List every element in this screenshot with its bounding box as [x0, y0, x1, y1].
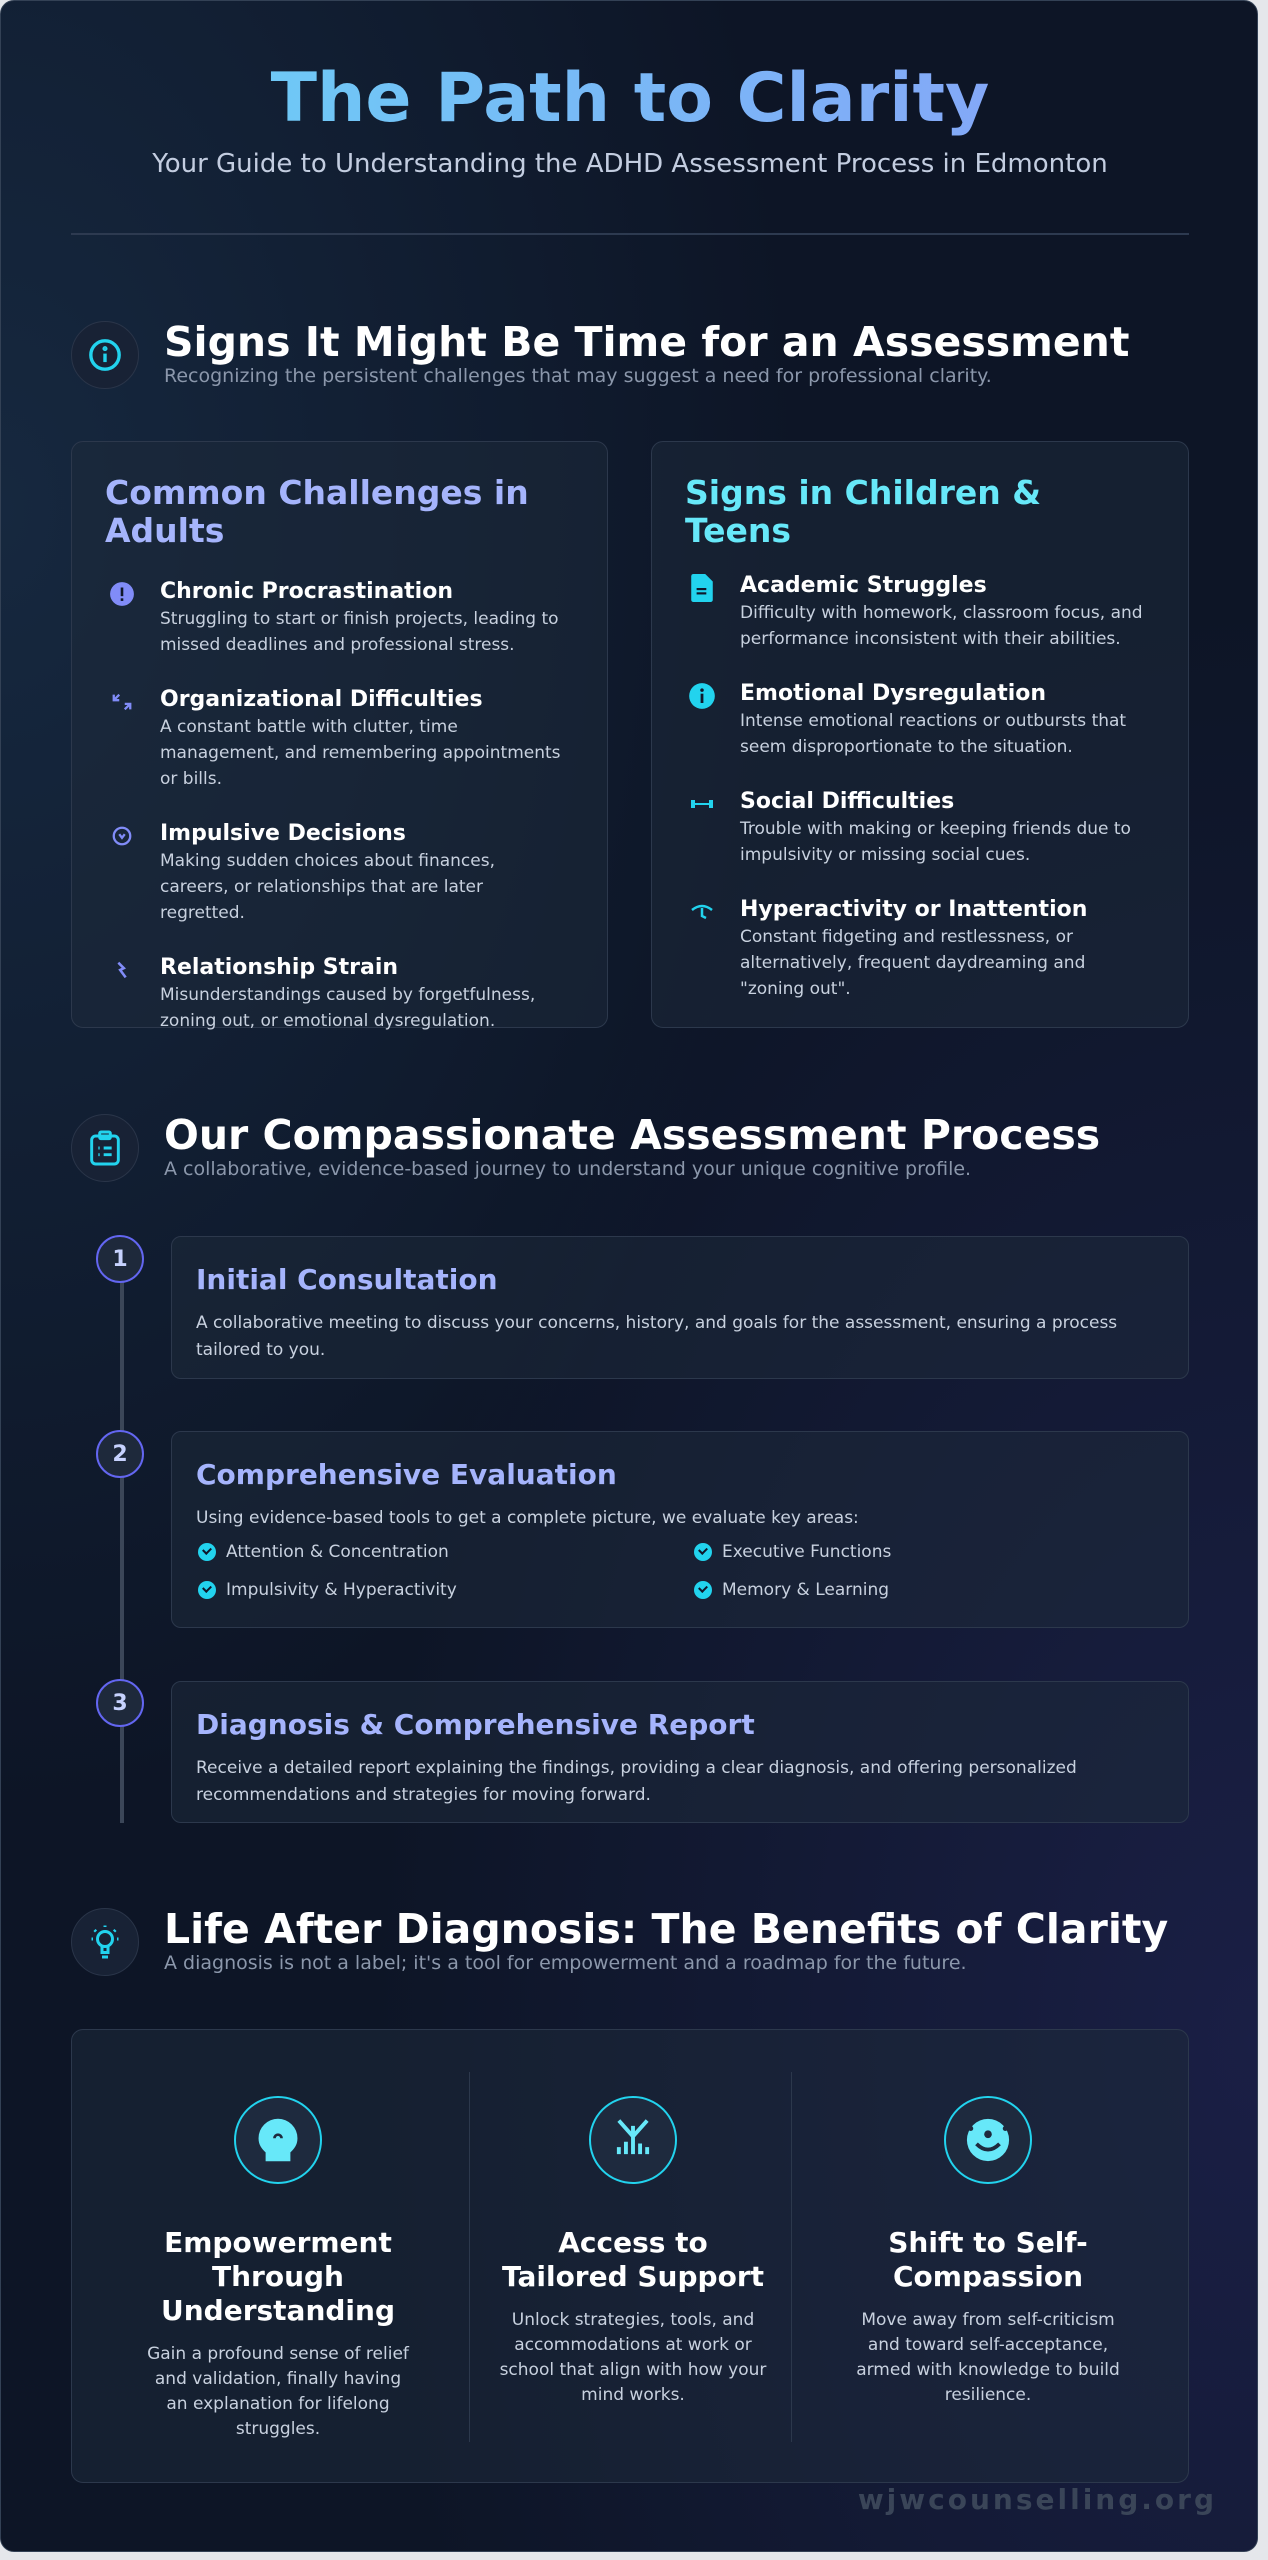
step-desc: Using evidence-based tools to get a comp…	[196, 1508, 859, 1528]
item-title: Impulsive Decisions	[160, 821, 406, 846]
check-circle-icon	[694, 1581, 712, 1599]
broken-link-icon	[108, 956, 136, 984]
check-circle-icon	[198, 1543, 216, 1561]
page-subtitle: Your Guide to Understanding the ADHD Ass…	[152, 149, 1108, 179]
info-icon	[688, 682, 716, 710]
card-title: Common Challenges in Adults	[105, 473, 529, 550]
exclamation-circle-icon	[108, 580, 136, 608]
item-desc: Trouble with making or keeping friends d…	[740, 819, 1131, 865]
watermark: wjwcounselling.org	[857, 2483, 1217, 2516]
benefit-support: Access to Tailored Support Unlock strate…	[447, 2030, 819, 2408]
list-item: Impulsive Decisions Making sudden choices…	[72, 820, 607, 926]
benefit-title: Shift to Self-Compassion	[888, 2226, 1088, 2293]
item-desc: Intense emotional reactions or outbursts…	[740, 711, 1127, 757]
item-desc: Difficulty with homework, classroom focu…	[740, 603, 1143, 649]
area-item: Impulsivity & Hyperactivity	[198, 1580, 457, 1600]
adults-card: Common Challenges in Adults Chronic Proc…	[71, 441, 608, 1031]
head-icon	[234, 2096, 322, 2184]
document-icon	[688, 574, 716, 602]
benefit-desc: Gain a profound sense of relief and vali…	[147, 2344, 409, 2439]
section-subtitle: Recognizing the persistent challenges th…	[164, 365, 992, 387]
item-title: Hyperactivity or Inattention	[740, 897, 1088, 922]
arrows-shuffle-icon	[108, 688, 136, 716]
card-title: Signs in Children & Teens	[685, 473, 1041, 550]
area-item: Executive Functions	[694, 1542, 891, 1562]
step-card-report: Diagnosis & Comprehensive Report Receive…	[171, 1681, 1189, 1823]
step-desc: A collaborative meeting to discuss your …	[196, 1313, 1118, 1360]
section-title: Life After Diagnosis: The Benefits of Cl…	[164, 1905, 1169, 1953]
item-desc: A constant battle with clutter, time man…	[160, 717, 561, 789]
section-subtitle: A collaborative, evidence-based journey …	[164, 1158, 972, 1180]
benefit-title: Empowerment Through Understanding	[160, 2226, 395, 2327]
section-title: Our Compassionate Assessment Process	[164, 1111, 1101, 1159]
column-divider	[791, 2072, 792, 2442]
section-title: Signs It Might Be Time for an Assessment	[164, 318, 1130, 366]
page-title: The Path to Clarity	[1, 59, 1257, 138]
children-card: Signs in Children & Teens Academic Strug…	[651, 441, 1189, 1028]
process-section-header: Our Compassionate Assessment Process A c…	[71, 1111, 1189, 1184]
list-item: Hyperactivity or Inattention Constant fid…	[652, 896, 1188, 1002]
item-title: Social Difficulties	[740, 789, 955, 814]
benefit-title: Access to Tailored Support	[501, 2226, 765, 2293]
area-label: Memory & Learning	[722, 1580, 890, 1600]
list-item: Organizational Difficulties A constant ba…	[72, 686, 607, 792]
section-subtitle: A diagnosis is not a label; it's a tool …	[164, 1952, 967, 1974]
activity-icon	[688, 898, 716, 926]
item-title: Relationship Strain	[160, 955, 399, 980]
step-title: Initial Consultation	[196, 1263, 498, 1296]
list-item: Social Difficulties Trouble with making o…	[652, 788, 1188, 868]
item-title: Organizational Difficulties	[160, 687, 483, 712]
step-number: 2	[96, 1430, 144, 1478]
list-item: Emotional Dysregulation Intense emotional…	[652, 680, 1188, 760]
list-item: Academic Struggles Difficulty with homewo…	[652, 572, 1188, 652]
lightbulb-icon	[71, 1908, 139, 1976]
step-number: 1	[96, 1235, 144, 1283]
benefit-desc: Unlock strategies, tools, and accommodat…	[499, 2310, 767, 2405]
step-title: Comprehensive Evaluation	[196, 1458, 617, 1491]
item-title: Academic Struggles	[740, 573, 987, 598]
check-circle-icon	[694, 1543, 712, 1561]
item-desc: Making sudden choices about finances, ca…	[160, 851, 495, 923]
item-title: Emotional Dysregulation	[740, 681, 1047, 706]
item-desc: Misunderstandings caused by forgetfulnes…	[160, 985, 536, 1031]
area-label: Impulsivity & Hyperactivity	[226, 1580, 457, 1600]
divider	[71, 233, 1189, 235]
step-desc: Receive a detailed report explaining the…	[196, 1758, 1077, 1805]
info-circle-icon	[71, 321, 139, 389]
benefit-empowerment: Empowerment Through Understanding Gain a…	[92, 2030, 464, 2442]
people-icon	[688, 790, 716, 818]
tools-icon	[589, 2096, 677, 2184]
area-item: Memory & Learning	[694, 1580, 889, 1600]
step-card-consultation: Initial Consultation A collaborative mee…	[171, 1236, 1189, 1379]
timeline-line	[120, 1259, 124, 1823]
item-desc: Struggling to start or finish projects, …	[160, 609, 559, 655]
benefits-card: Empowerment Through Understanding Gain a…	[71, 2029, 1189, 2483]
column-divider	[469, 2072, 470, 2442]
step-title: Diagnosis & Comprehensive Report	[196, 1708, 755, 1741]
smile-icon	[944, 2096, 1032, 2184]
benefit-self-compassion: Shift to Self-Compassion Move away from …	[802, 2030, 1174, 2408]
clipboard-list-icon	[71, 1114, 139, 1182]
benefits-section-header: Life After Diagnosis: The Benefits of Cl…	[71, 1905, 1189, 1978]
step-card-evaluation: Comprehensive Evaluation Using evidence-…	[171, 1431, 1189, 1628]
list-item: Chronic Procrastination Struggling to sta…	[72, 578, 607, 658]
list-item: Relationship Strain Misunderstandings cau…	[72, 954, 607, 1034]
item-desc: Constant fidgeting and restlessness, or …	[740, 927, 1086, 999]
area-label: Executive Functions	[722, 1542, 892, 1562]
area-item: Attention & Concentration	[198, 1542, 449, 1562]
check-circle-icon	[198, 1581, 216, 1599]
step-number: 3	[96, 1679, 144, 1727]
item-title: Chronic Procrastination	[160, 579, 453, 604]
signs-section-header: Signs It Might Be Time for an Assessment…	[71, 318, 1189, 391]
benefit-desc: Move away from self-criticism and toward…	[856, 2310, 1120, 2405]
area-label: Attention & Concentration	[226, 1542, 449, 1562]
circle-arrow-icon	[108, 822, 136, 850]
